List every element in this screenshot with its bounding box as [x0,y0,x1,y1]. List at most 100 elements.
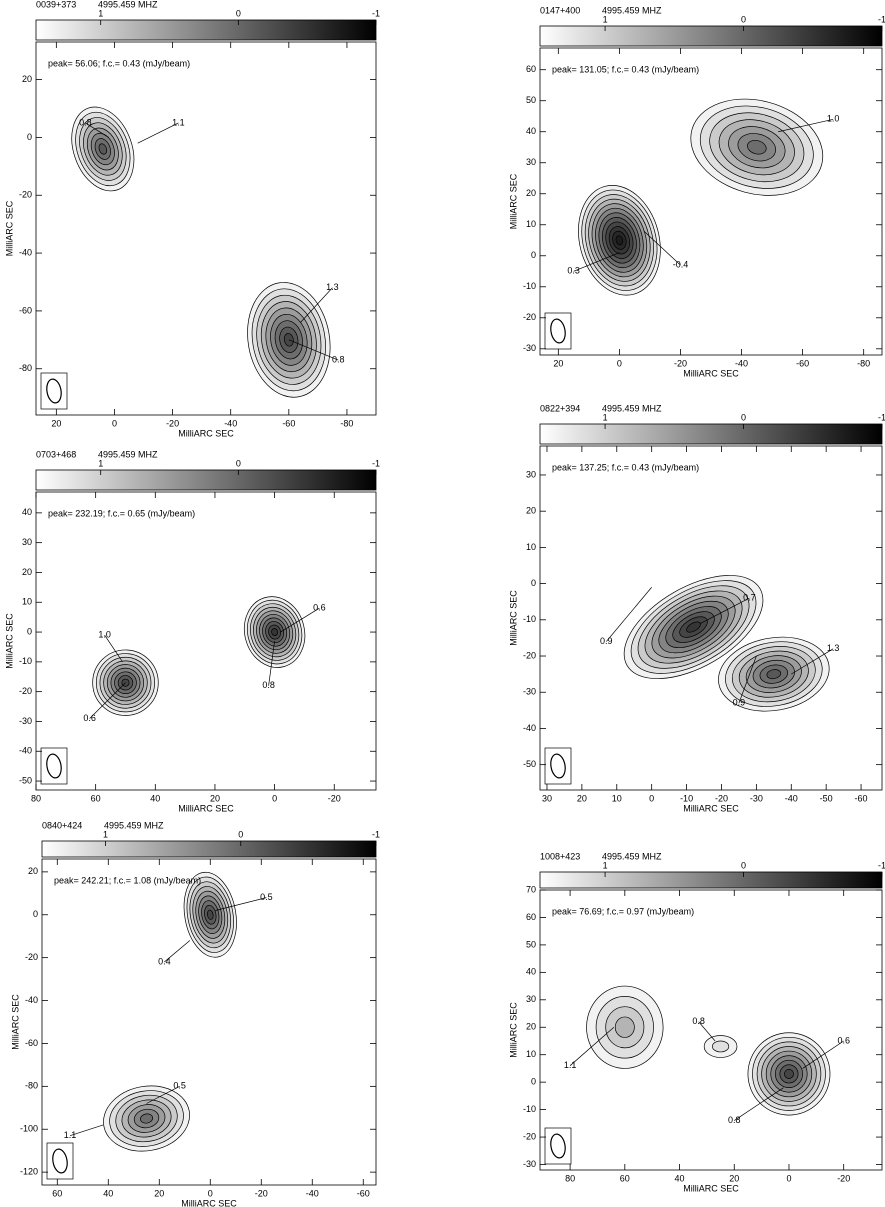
x-tick-label: 0 [272,793,277,803]
beam-box [46,1142,74,1180]
y-tick-label: 0 [531,1077,536,1087]
contour [761,1046,817,1102]
leader-line [69,1124,104,1137]
y-tick-label: -40 [523,723,536,733]
y-tick-label: 0 [531,250,536,260]
contour [651,595,736,659]
contour-label: 0.8 [262,680,275,690]
leader-line [802,1040,844,1069]
contour [259,614,291,651]
x-tick-label: -40 [785,793,798,803]
y-tick-label: -60 [25,1038,38,1048]
x-tick-label: 20 [729,1173,739,1183]
y-axis-label: MilliARC SEC [10,994,20,1050]
x-tick-label: -60 [855,793,868,803]
contour [747,1032,831,1116]
colorbar [41,840,377,858]
contour-label: 0.4 [158,956,171,966]
y-tick-label: -50 [19,775,32,785]
contour [747,139,767,155]
colorbar-tick-label: 0 [236,8,241,18]
leader-line [146,1086,180,1104]
map-panel: 1 0 -1 0840+424 4995.459 MHZ peak= 242.21; f.… [10,820,380,1207]
colorbar-tick-label: 0 [741,14,746,24]
beam [550,753,566,779]
contour [94,138,111,160]
y-tick-label: -10 [523,1104,536,1114]
contour [672,611,715,643]
x-tick-label: -20 [328,793,341,803]
y-tick-label: 60 [526,64,536,74]
map-panel: 1 0 -1 0039+373 4995.459 MHZ peak= 56.06; f.c… [4,0,380,438]
contour [612,230,627,250]
map-frequency: 4995.459 MHZ [602,5,662,15]
contour-label: 1.1 [64,1130,77,1140]
y-tick-label: -120 [20,1167,38,1177]
contour-label: 0.6 [313,603,326,613]
y-tick-label: -20 [523,1131,536,1141]
contour [271,628,278,636]
contour [737,133,777,162]
colorbar-tick-label: 0 [741,860,746,870]
x-tick-label: 40 [103,1188,113,1198]
y-tick-label: -10 [19,656,32,666]
y-tick-label: -30 [523,343,536,353]
beam-box [544,747,572,785]
map-title: 0822+394 [540,403,580,413]
colorbar [35,469,377,491]
colorbar-tick-label: 0 [238,829,243,839]
leader-line [280,607,320,633]
y-tick-label: 50 [526,95,536,105]
y-tick-label: 10 [526,542,536,552]
peak-note: peak= 131.05; f.c.= 0.43 (mJy/beam) [552,64,699,74]
x-tick-label: -10 [680,793,693,803]
beam-box [40,372,68,410]
contour [186,876,234,953]
leader-line [573,252,620,272]
plot-frame [539,889,883,1171]
plot-frame [539,47,883,356]
contour [679,616,708,638]
leader-line [85,122,109,138]
y-tick-label: 30 [526,994,536,1004]
x-tick-label: 20 [577,793,587,803]
y-tick-label: -30 [19,716,32,726]
peak-note: peak= 137.25; f.c.= 0.43 (mJy/beam) [552,462,699,472]
contour-label: 1.0 [98,629,111,639]
x-tick-label: 60 [620,1173,630,1183]
contour [253,606,297,658]
contour [725,641,823,707]
contour [90,132,115,166]
leader-line [698,1021,716,1042]
beam [46,378,62,404]
contour [738,650,809,698]
map-title: 0039+373 [36,0,76,9]
contour [140,1113,154,1124]
y-tick-label: -100 [20,1124,38,1134]
y-axis-label: MilliARC SEC [4,200,14,256]
contour-label: 1.1 [564,1060,577,1070]
y-tick-label: 20 [526,1022,536,1032]
y-tick-label: -20 [25,952,38,962]
x-tick-label: -20 [255,1188,268,1198]
x-tick-label: 0 [208,1188,213,1198]
x-axis-label: MilliARC SEC [181,1198,237,1207]
colorbar-tick-label: 1 [603,860,608,870]
map-frequency: 4995.459 MHZ [98,449,158,459]
x-tick-label: 0 [617,358,622,368]
contour [665,606,722,649]
contour-label: 0.8 [692,1016,705,1026]
contour-label: 0.8 [332,354,345,364]
plot-frame [35,41,377,416]
contour [204,904,217,925]
leader-line [215,897,267,911]
y-tick-label: -40 [25,995,38,1005]
contour-label: 0.5 [260,892,273,902]
colorbar-tick-label: -1 [878,412,885,422]
beam [550,318,566,344]
contour [784,1068,794,1079]
y-tick-label: -50 [523,759,536,769]
